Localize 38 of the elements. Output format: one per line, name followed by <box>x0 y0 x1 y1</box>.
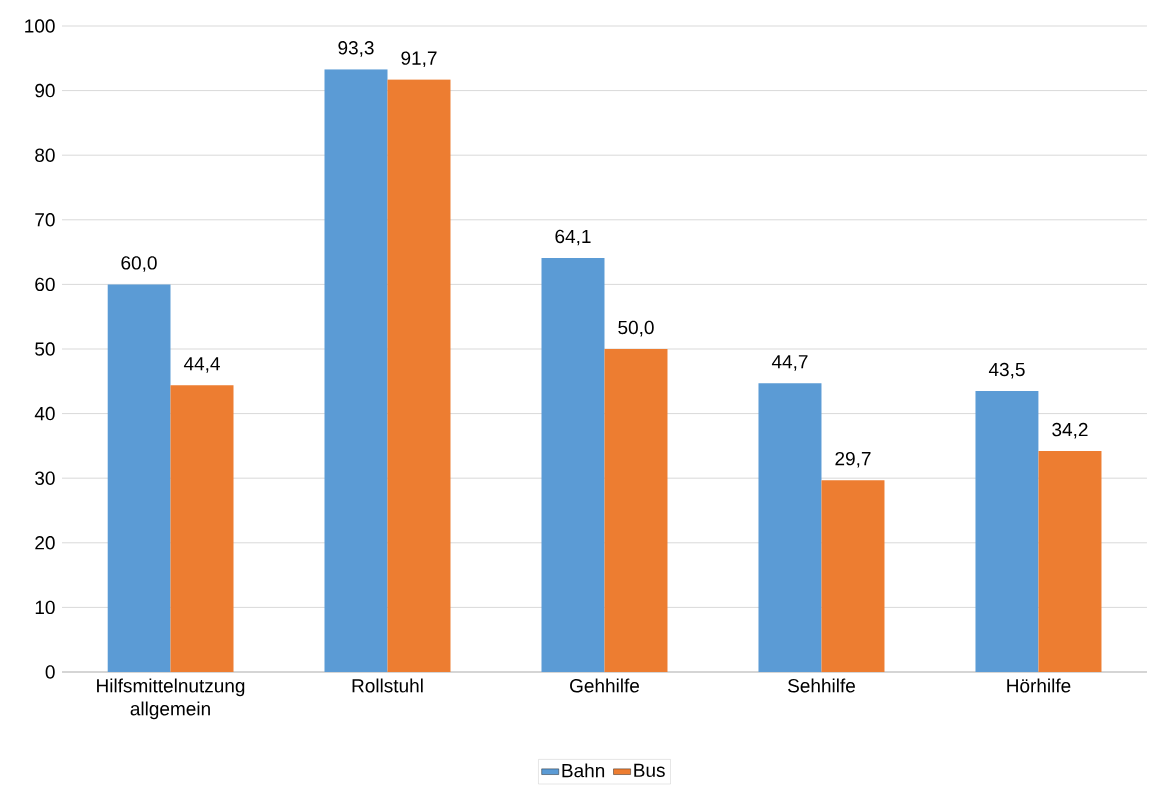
y-tick-label: 10 <box>35 600 55 615</box>
bar <box>387 79 451 672</box>
data-label: 44,4 <box>183 357 220 373</box>
data-label: 34,2 <box>1052 422 1088 439</box>
data-label: 29,7 <box>835 451 871 468</box>
data-label: 43,5 <box>988 362 1025 379</box>
y-tick-label: 70 <box>35 213 55 227</box>
y-tick-label: 90 <box>35 83 55 98</box>
bar <box>604 348 668 672</box>
x-tick-label: Hörhilfe <box>1007 678 1071 693</box>
y-tick-label: 60 <box>35 277 55 292</box>
x-tick-label: Gehhilfe <box>570 678 640 693</box>
bar <box>107 284 171 672</box>
bar <box>975 390 1039 672</box>
y-tick-label: 40 <box>34 406 55 421</box>
bar <box>758 383 822 672</box>
data-label: 44,7 <box>771 355 808 371</box>
data-label: 91,7 <box>401 51 437 68</box>
legend-label: Bahn <box>562 763 605 778</box>
data-label: 50,0 <box>618 320 654 337</box>
y-tick-label: 0 <box>45 665 55 679</box>
bar <box>170 385 234 672</box>
legend-label: Bus <box>634 763 665 777</box>
data-label: 60,0 <box>121 256 157 272</box>
y-tick-label: 50 <box>35 342 55 356</box>
x-tick-label: Rollstuhl <box>352 678 423 693</box>
y-tick-label: 20 <box>35 536 55 550</box>
data-label: 93,3 <box>338 41 374 57</box>
y-tick-label: 100 <box>25 19 55 33</box>
bar <box>1038 451 1102 672</box>
x-tick-label: Hilfsmittelnutzung allgemein <box>97 678 245 720</box>
x-tick-label: Sehhilfe <box>788 678 855 693</box>
y-tick-label: 30 <box>35 471 55 485</box>
data-label: 64,1 <box>555 229 591 246</box>
bar <box>541 257 605 672</box>
bar <box>324 69 388 672</box>
bar <box>821 480 885 672</box>
y-tick-label: 80 <box>35 148 55 162</box>
